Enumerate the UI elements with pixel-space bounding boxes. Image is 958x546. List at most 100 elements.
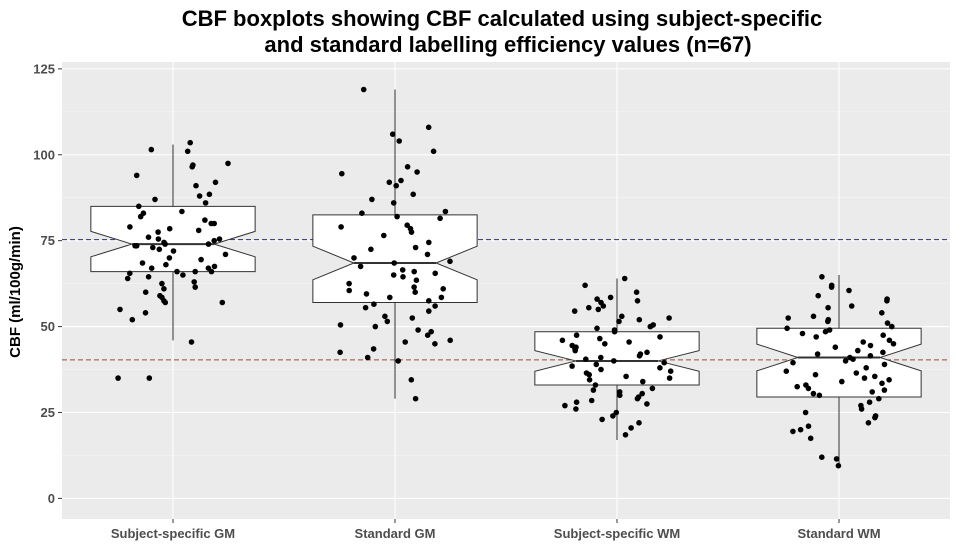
data-point-3-36 [863, 365, 869, 371]
data-point-3-3 [846, 287, 852, 294]
data-point-2-62 [610, 413, 616, 419]
data-point-1-41 [371, 301, 377, 308]
data-point-3-13 [825, 318, 831, 325]
data-point-1-50 [428, 328, 435, 335]
data-point-0-32 [132, 243, 138, 249]
data-point-3-40 [872, 373, 878, 380]
points-group-2 [559, 275, 674, 438]
data-point-1-36 [440, 286, 447, 292]
data-point-1-16 [394, 213, 400, 220]
data-point-1-54 [432, 341, 438, 347]
data-point-2-8 [586, 304, 592, 311]
data-point-1-65 [412, 289, 419, 296]
data-point-1-38 [363, 291, 370, 297]
data-point-3-7 [848, 303, 855, 309]
data-point-3-20 [880, 332, 886, 339]
data-point-0-58 [162, 299, 169, 306]
data-point-2-22 [597, 335, 603, 342]
data-point-1-18 [404, 222, 411, 228]
y-axis-title: CBF (ml/100g/min) [7, 226, 24, 358]
plot-panel [62, 62, 950, 519]
data-point-2-40 [598, 366, 604, 373]
data-point-0-48 [180, 272, 186, 278]
data-point-0-14 [179, 208, 185, 215]
chart-title-line-2: and standard labelling efficiency values… [264, 32, 751, 57]
data-point-0-59 [117, 306, 123, 313]
points-group-0 [115, 139, 231, 381]
data-point-1-63 [409, 315, 416, 321]
data-point-2-13 [636, 316, 643, 323]
data-point-0-64 [146, 375, 153, 381]
data-point-0-50 [191, 279, 197, 285]
data-point-2-12 [666, 315, 672, 321]
data-point-0-17 [202, 217, 208, 223]
data-point-0-41 [211, 263, 218, 270]
data-point-3-10 [810, 313, 817, 320]
data-point-2-10 [571, 308, 578, 314]
y-tick-label-125: 125 [33, 61, 55, 76]
points-group-3 [783, 274, 897, 469]
data-point-1-12 [369, 196, 375, 203]
data-point-2-41 [667, 368, 674, 375]
data-point-3-33 [842, 358, 849, 364]
data-point-0-21 [166, 225, 173, 232]
data-point-0-38 [198, 256, 204, 263]
data-point-3-27 [855, 347, 861, 354]
data-point-1-46 [384, 318, 391, 325]
data-point-3-60 [805, 423, 812, 430]
data-point-0-61 [129, 316, 136, 323]
data-point-1-55 [370, 346, 377, 352]
data-point-1-48 [372, 323, 379, 330]
data-point-0-7 [212, 179, 219, 186]
data-point-1-24 [412, 244, 419, 251]
data-point-0-49 [124, 275, 131, 282]
data-point-0-26 [216, 236, 223, 242]
data-point-0-1 [148, 146, 155, 153]
data-point-3-65 [833, 456, 840, 462]
data-point-1-17 [437, 215, 443, 222]
data-point-2-9 [595, 306, 602, 313]
data-point-1-2 [389, 131, 396, 137]
data-point-0-37 [166, 255, 173, 261]
data-point-3-47 [805, 385, 812, 392]
data-point-2-29 [572, 347, 578, 354]
data-point-3-15 [889, 323, 895, 330]
data-point-1-52 [447, 337, 454, 344]
data-point-3-56 [802, 409, 809, 416]
data-point-0-40 [163, 261, 169, 268]
data-point-0-6 [133, 172, 140, 179]
data-point-1-26 [424, 251, 431, 258]
data-point-3-49 [869, 389, 875, 395]
data-point-1-42 [432, 303, 438, 309]
data-point-3-8 [825, 304, 831, 311]
data-point-3-58 [872, 414, 878, 421]
data-point-1-25 [368, 246, 374, 253]
data-point-3-51 [816, 392, 823, 399]
data-point-1-11 [410, 191, 417, 198]
data-point-0-35 [170, 248, 177, 254]
data-point-3-4 [815, 292, 821, 299]
y-tick-label-0: 0 [48, 491, 55, 506]
data-point-1-35 [346, 280, 352, 287]
data-point-1-45 [382, 313, 388, 320]
data-point-3-61 [797, 426, 804, 433]
data-point-2-46 [586, 377, 593, 383]
data-point-0-23 [155, 229, 161, 235]
data-point-3-42 [886, 377, 892, 383]
data-point-2-53 [617, 392, 623, 399]
data-point-0-63 [115, 375, 121, 381]
data-point-2-50 [590, 387, 597, 393]
data-point-1-21 [408, 229, 415, 235]
data-point-2-34 [583, 356, 589, 363]
data-point-0-10 [196, 193, 203, 199]
data-point-1-56 [337, 349, 343, 356]
data-point-0-66 [161, 286, 167, 292]
y-tick-label-50: 50 [41, 319, 55, 334]
data-point-2-7 [600, 303, 607, 309]
data-point-2-11 [619, 313, 625, 320]
y-axis: 0 25 50 75 100 125 [33, 61, 62, 506]
data-point-2-25 [602, 341, 608, 347]
data-point-2-30 [644, 349, 650, 356]
data-point-1-44 [426, 308, 432, 314]
data-point-1-19 [338, 224, 344, 230]
